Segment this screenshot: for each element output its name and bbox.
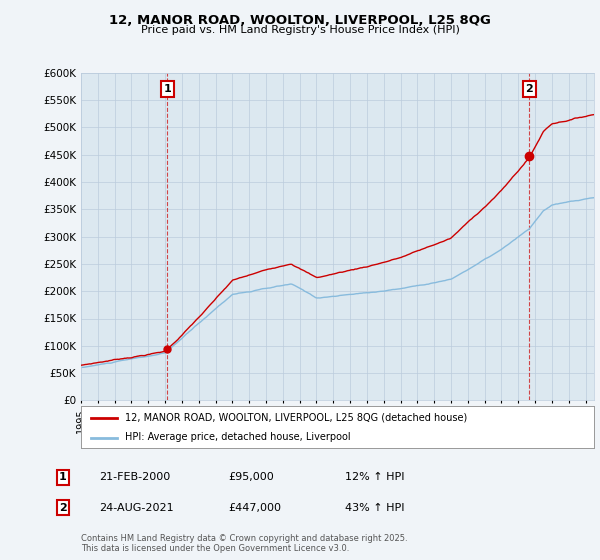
Text: 21-FEB-2000: 21-FEB-2000	[99, 472, 170, 482]
Text: 12, MANOR ROAD, WOOLTON, LIVERPOOL, L25 8QG: 12, MANOR ROAD, WOOLTON, LIVERPOOL, L25 …	[109, 14, 491, 27]
Text: £95,000: £95,000	[228, 472, 274, 482]
Text: 12, MANOR ROAD, WOOLTON, LIVERPOOL, L25 8QG (detached house): 12, MANOR ROAD, WOOLTON, LIVERPOOL, L25 …	[125, 413, 467, 423]
Text: 43% ↑ HPI: 43% ↑ HPI	[345, 503, 404, 513]
Text: 2: 2	[59, 503, 67, 513]
Text: 24-AUG-2021: 24-AUG-2021	[99, 503, 173, 513]
Text: 1: 1	[59, 472, 67, 482]
Text: Price paid vs. HM Land Registry's House Price Index (HPI): Price paid vs. HM Land Registry's House …	[140, 25, 460, 35]
Text: 2: 2	[526, 84, 533, 94]
Text: 1: 1	[163, 84, 171, 94]
Text: HPI: Average price, detached house, Liverpool: HPI: Average price, detached house, Live…	[125, 432, 350, 442]
Text: Contains HM Land Registry data © Crown copyright and database right 2025.
This d: Contains HM Land Registry data © Crown c…	[81, 534, 407, 553]
Text: £447,000: £447,000	[228, 503, 281, 513]
Text: 12% ↑ HPI: 12% ↑ HPI	[345, 472, 404, 482]
